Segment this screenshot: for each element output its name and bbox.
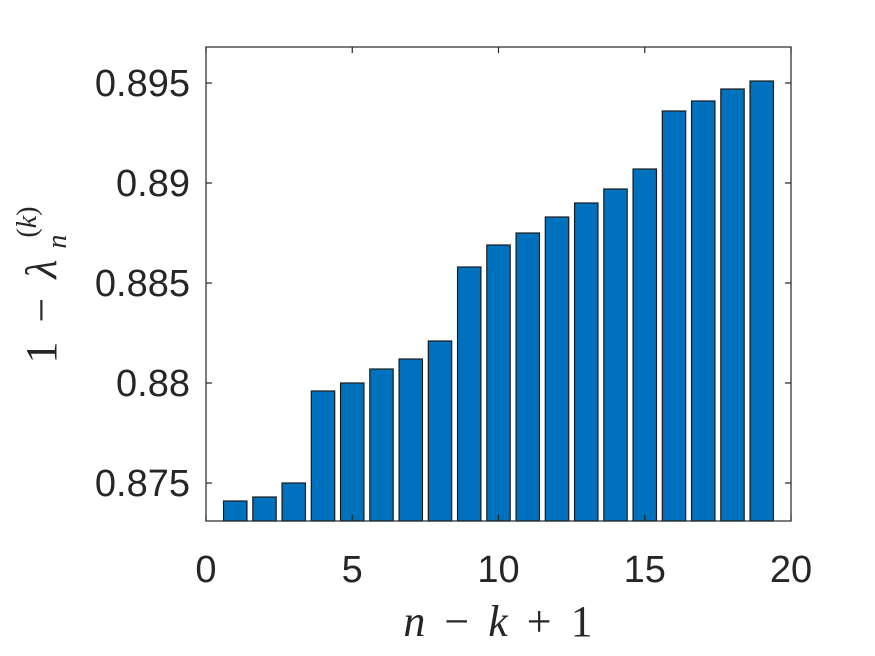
bar-4 [310,390,336,522]
x-tick-label-20: 20 [770,549,812,591]
y-tick-label-3: 0.89 [116,163,190,205]
x-tick-label-10: 10 [477,549,519,591]
bar-19 [749,80,775,522]
x-label-one: 1 [571,597,593,646]
bars-group [222,80,775,522]
bar-18 [720,88,745,522]
y-axis-label: 1 − λ n (k) [12,207,76,364]
y-label-superscript-k: (k) [12,207,43,238]
x-axis-label: n − k + 1 [403,597,592,646]
y-label-subscript-n: n [42,235,73,249]
bar-9 [456,266,482,522]
x-label-k: k [488,597,509,646]
bar-17 [690,100,716,522]
x-label-plus: + [527,597,552,646]
y-tick-label-4: 0.895 [95,63,190,105]
bar-13 [573,202,599,522]
y-tick-labels: 0.875 0.88 0.885 0.89 0.895 [95,63,190,505]
x-tick-label-15: 15 [624,549,666,591]
x-tick-label-0: 0 [195,549,216,591]
bar-6 [369,368,394,522]
y-tick-label-1: 0.88 [116,363,190,405]
bar-8 [427,340,453,522]
y-tick-label-2: 0.885 [95,263,190,305]
bar-14 [603,188,628,522]
bar-15 [632,168,658,522]
bar-3 [281,482,307,522]
y-label-one: 1 [17,341,66,363]
bar-2 [252,496,277,522]
x-tick-label-5: 5 [342,549,363,591]
y-label-minus: − [17,298,66,323]
bar-7 [398,358,424,522]
bar-16 [661,110,687,522]
bar-12 [544,216,570,522]
x-tick-labels: 0 5 10 15 20 [195,549,812,591]
y-label-lambda: λ [17,260,66,281]
bar-5 [339,382,365,522]
x-label-minus: − [444,597,469,646]
y-tick-label-0: 0.875 [95,463,190,505]
ticks-group [205,47,792,521]
bar-10 [486,244,511,522]
bar-1 [222,500,248,522]
bar-11 [515,232,541,522]
x-label-n: n [403,597,425,646]
